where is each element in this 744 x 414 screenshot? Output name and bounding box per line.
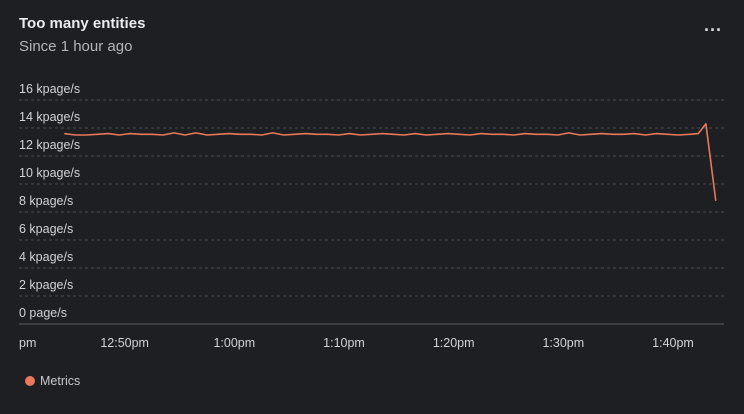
y-tick-label: 0 page/s bbox=[19, 306, 67, 320]
legend-label-metrics: Metrics bbox=[40, 374, 81, 388]
x-tick-label: 1:10pm bbox=[323, 336, 365, 350]
line-chart[interactable]: 16 kpage/s 14 kpage/s 12 kpage/s 10 kpage/s… bbox=[0, 0, 744, 370]
chart-legend[interactable]: Metrics bbox=[25, 374, 80, 388]
chart-header: Too many entities Since 1 hour ago bbox=[19, 14, 145, 58]
y-tick-label: 6 kpage/s bbox=[19, 222, 73, 236]
chart-subtitle: Since 1 hour ago bbox=[19, 38, 133, 55]
x-tick-label: 12:50pm bbox=[100, 336, 149, 350]
x-tick-label: pm bbox=[19, 336, 36, 350]
series-line-metrics[interactable] bbox=[64, 123, 717, 201]
y-tick-label: 10 kpage/s bbox=[19, 166, 80, 180]
y-tick-label: 16 kpage/s bbox=[19, 82, 80, 96]
y-tick-label: 8 kpage/s bbox=[19, 194, 73, 208]
x-tick-label: 1:00pm bbox=[213, 336, 255, 350]
y-tick-label: 14 kpage/s bbox=[19, 110, 80, 124]
chart-title: Too many entities bbox=[19, 15, 146, 32]
x-tick-label: 1:40pm bbox=[652, 336, 694, 350]
more-options-button[interactable]: ... bbox=[703, 15, 722, 35]
y-tick-label: 4 kpage/s bbox=[19, 250, 73, 264]
y-tick-label: 12 kpage/s bbox=[19, 138, 80, 152]
x-tick-label: 1:20pm bbox=[433, 336, 475, 350]
y-tick-label: 2 kpage/s bbox=[19, 278, 73, 292]
legend-dot-icon bbox=[25, 376, 35, 386]
x-tick-label: 1:30pm bbox=[542, 336, 584, 350]
